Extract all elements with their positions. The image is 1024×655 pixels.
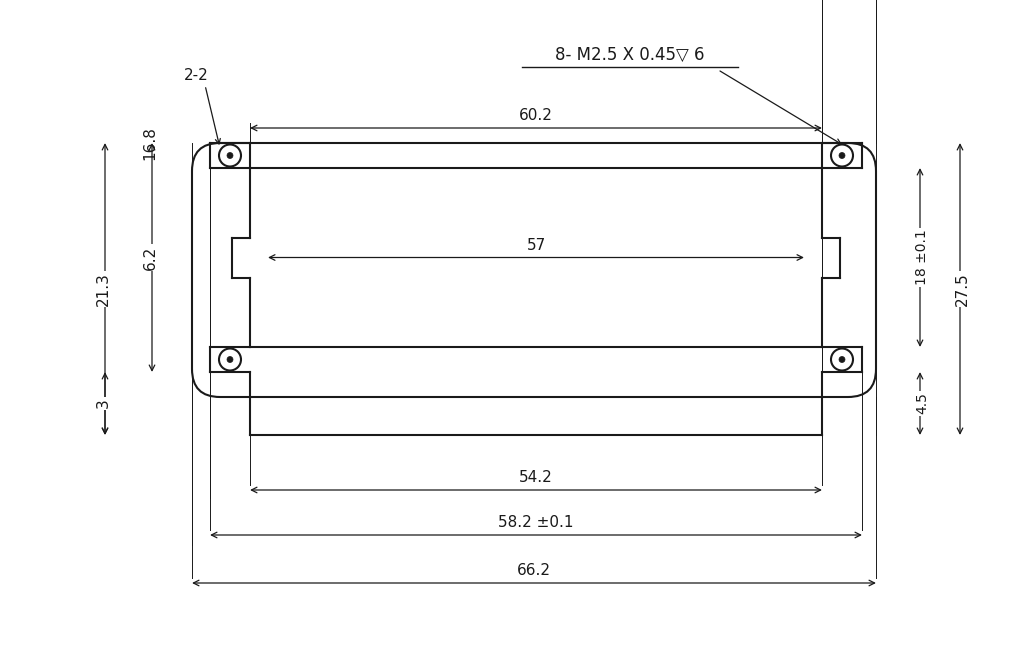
Circle shape — [839, 153, 845, 159]
Text: 58.2 ±0.1: 58.2 ±0.1 — [499, 515, 573, 530]
Circle shape — [839, 356, 845, 362]
Text: 4.5: 4.5 — [915, 392, 929, 415]
Text: 6.2: 6.2 — [142, 246, 158, 270]
Text: 60.2: 60.2 — [519, 108, 553, 123]
Text: 8- M2.5 X 0.45▽ 6: 8- M2.5 X 0.45▽ 6 — [555, 46, 705, 64]
Circle shape — [227, 153, 233, 159]
Text: 57: 57 — [526, 238, 546, 252]
Text: 16.8: 16.8 — [142, 126, 158, 160]
Text: 54.2: 54.2 — [519, 470, 553, 485]
Text: 21.3: 21.3 — [95, 272, 111, 306]
Text: 27.5: 27.5 — [954, 272, 970, 306]
Circle shape — [227, 356, 233, 362]
Text: 18 ±0.1: 18 ±0.1 — [915, 230, 929, 286]
Text: 3: 3 — [95, 399, 111, 408]
Text: 2-2: 2-2 — [183, 67, 208, 83]
Text: 66.2: 66.2 — [517, 563, 551, 578]
